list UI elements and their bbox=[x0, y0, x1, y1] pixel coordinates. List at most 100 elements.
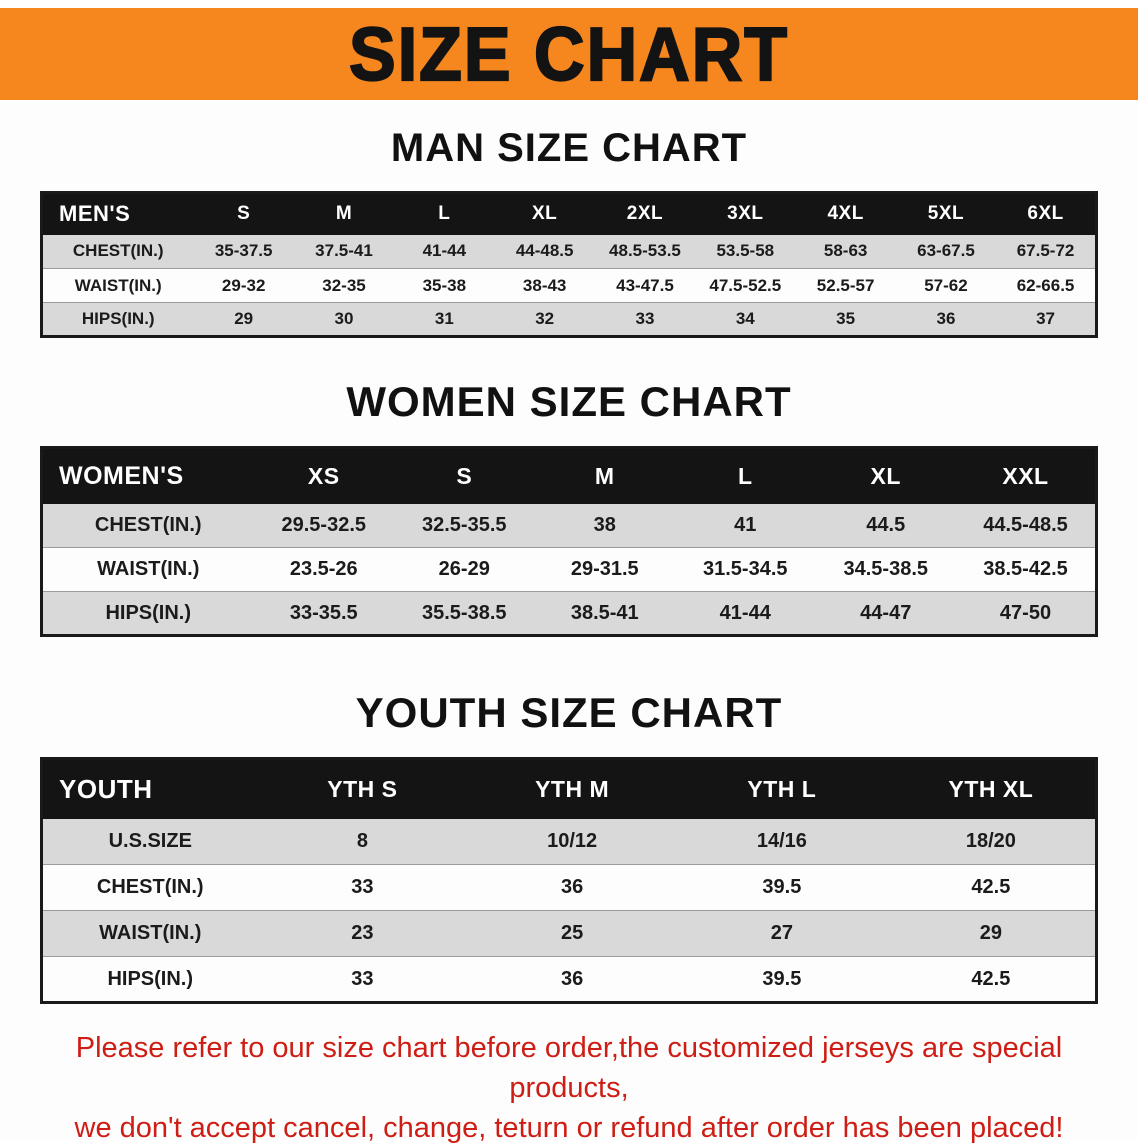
measurement-value-cell: 38.5-41 bbox=[534, 591, 675, 636]
measurement-value-cell: 62-66.5 bbox=[996, 268, 1097, 303]
measurement-value-cell: 34 bbox=[695, 302, 796, 337]
youth-section-heading: YOUTH SIZE CHART bbox=[355, 689, 783, 736]
size-header-cell: XS bbox=[253, 447, 394, 504]
size-header-cell: XXL bbox=[956, 447, 1097, 504]
table-row: WAIST(IN.) 23 25 27 29 bbox=[41, 910, 1097, 957]
measurement-value-cell: 35.5-38.5 bbox=[394, 591, 535, 636]
size-header-cell: M bbox=[534, 447, 675, 504]
men-section-heading: MAN SIZE CHART bbox=[390, 126, 748, 170]
size-header-cell: 4XL bbox=[795, 192, 896, 235]
size-header-cell: XL bbox=[815, 447, 956, 504]
measurement-value-cell: 53.5-58 bbox=[695, 234, 796, 269]
men-size-table: MEN'S S M L XL 2XL 3XL 4XL 5XL 6XL CHEST(IN.) 35-37… bbox=[40, 191, 1098, 338]
measurement-value-cell: 35 bbox=[795, 302, 896, 337]
measurement-value-cell: 29-32 bbox=[193, 268, 294, 303]
measurement-value-cell: 14/16 bbox=[677, 818, 887, 865]
measurement-label-cell: CHEST(IN.) bbox=[41, 234, 194, 269]
size-header-cell: L bbox=[394, 192, 495, 235]
measurement-label-cell: WAIST(IN.) bbox=[41, 268, 194, 303]
measurement-label-cell: WAIST(IN.) bbox=[41, 910, 258, 957]
measurement-label-cell: CHEST(IN.) bbox=[41, 864, 258, 911]
measurement-value-cell: 18/20 bbox=[886, 818, 1097, 865]
table-head: YOUTH YTH S YTH M YTH L YTH XL bbox=[41, 758, 1097, 819]
table-head: WOMEN'S XS S M L XL XXL bbox=[41, 447, 1097, 504]
measurement-value-cell: 30 bbox=[293, 302, 395, 337]
measurement-value-cell: 42.5 bbox=[886, 956, 1097, 1003]
table-row: HIPS(IN.) 33-35.5 35.5-38.5 38.5-41 41-44 44-… bbox=[41, 591, 1097, 636]
size-header-cell: YTH XL bbox=[886, 758, 1097, 819]
table-header-row: MEN'S S M L XL 2XL 3XL 4XL 5XL 6XL bbox=[41, 192, 1097, 235]
size-header-cell: 2XL bbox=[594, 192, 696, 235]
measurement-label-cell: CHEST(IN.) bbox=[41, 503, 254, 548]
measurement-value-cell: 33 bbox=[257, 864, 468, 911]
measurement-value-cell: 23.5-26 bbox=[253, 547, 394, 592]
measurement-value-cell: 47.5-52.5 bbox=[695, 268, 796, 303]
measurement-value-cell: 39.5 bbox=[677, 956, 887, 1003]
measurement-value-cell: 48.5-53.5 bbox=[594, 234, 696, 269]
table-header-row: WOMEN'S XS S M L XL XXL bbox=[41, 447, 1097, 504]
measurement-value-cell: 44-47 bbox=[815, 591, 956, 636]
measurement-value-cell: 58-63 bbox=[795, 234, 896, 269]
table-title-cell: MEN'S bbox=[41, 192, 194, 235]
measurement-value-cell: 29 bbox=[886, 910, 1097, 957]
measurement-label-cell: U.S.SIZE bbox=[41, 818, 258, 865]
measurement-label-cell: WAIST(IN.) bbox=[41, 547, 254, 592]
size-header-cell: M bbox=[293, 192, 395, 235]
measurement-value-cell: 37 bbox=[996, 302, 1097, 337]
women-size-section: WOMEN SIZE CHART WOMEN'S XS S M L XL XXL CHEST(… bbox=[0, 378, 1138, 637]
measurement-value-cell: 39.5 bbox=[677, 864, 887, 911]
disclaimer-line-1: Please refer to our size chart before or… bbox=[75, 1032, 1063, 1105]
table-head: MEN'S S M L XL 2XL 3XL 4XL 5XL 6XL bbox=[41, 192, 1097, 235]
youth-size-section: YOUTH SIZE CHART YOUTH YTH S YTH M YTH L YTH… bbox=[0, 689, 1138, 1004]
measurement-value-cell: 36 bbox=[467, 956, 677, 1003]
table-row: U.S.SIZE 8 10/12 14/16 18/20 bbox=[41, 818, 1097, 865]
measurement-value-cell: 37.5-41 bbox=[293, 234, 395, 269]
measurement-value-cell: 38-43 bbox=[494, 268, 595, 303]
measurement-value-cell: 36 bbox=[895, 302, 997, 337]
table-row: HIPS(IN.) 29 30 31 32 33 34 35 36 37 bbox=[41, 302, 1097, 337]
measurement-value-cell: 43-47.5 bbox=[594, 268, 696, 303]
measurement-value-cell: 35-37.5 bbox=[193, 234, 294, 269]
table-row: WAIST(IN.) 29-32 32-35 35-38 38-43 43-47.5 47.… bbox=[41, 268, 1097, 303]
table-body: CHEST(IN.) 29.5-32.5 32.5-35.5 38 41 44.5 44.5… bbox=[41, 503, 1097, 636]
table-title-cell: WOMEN'S bbox=[41, 447, 254, 504]
size-header-cell: L bbox=[675, 447, 816, 504]
measurement-value-cell: 32.5-35.5 bbox=[394, 503, 535, 548]
measurement-value-cell: 31 bbox=[394, 302, 495, 337]
table-row: WAIST(IN.) 23.5-26 26-29 29-31.5 31.5-34.5 34… bbox=[41, 547, 1097, 592]
measurement-value-cell: 23 bbox=[257, 910, 468, 957]
table-header-row: YOUTH YTH S YTH M YTH L YTH XL bbox=[41, 758, 1097, 819]
measurement-value-cell: 29.5-32.5 bbox=[253, 503, 394, 548]
size-header-cell: XL bbox=[494, 192, 595, 235]
table-row: HIPS(IN.) 33 36 39.5 42.5 bbox=[41, 956, 1097, 1003]
women-size-table: WOMEN'S XS S M L XL XXL CHEST(IN.) 29.5-32.5 32.5… bbox=[40, 446, 1098, 637]
men-size-section: MAN SIZE CHART MEN'S S M L XL 2XL 3XL 4XL 5XL 6XL… bbox=[0, 126, 1138, 338]
measurement-value-cell: 10/12 bbox=[467, 818, 677, 865]
measurement-value-cell: 34.5-38.5 bbox=[815, 547, 956, 592]
size-chart-page: SIZE CHART MAN SIZE CHART MEN'S S M L XL 2XL 3… bbox=[0, 8, 1138, 1144]
measurement-value-cell: 67.5-72 bbox=[996, 234, 1097, 269]
youth-size-table: YOUTH YTH S YTH M YTH L YTH XL U.S.SIZE 8 10/12… bbox=[40, 757, 1098, 1004]
banner: SIZE CHART bbox=[0, 8, 1138, 100]
measurement-value-cell: 44.5-48.5 bbox=[956, 503, 1097, 548]
table-row: CHEST(IN.) 29.5-32.5 32.5-35.5 38 41 44.5 44.5… bbox=[41, 503, 1097, 548]
table-title-cell: YOUTH bbox=[41, 758, 258, 819]
measurement-value-cell: 25 bbox=[467, 910, 677, 957]
measurement-value-cell: 38 bbox=[534, 503, 675, 548]
size-header-cell: YTH L bbox=[677, 758, 887, 819]
measurement-value-cell: 41-44 bbox=[675, 591, 816, 636]
measurement-value-cell: 31.5-34.5 bbox=[675, 547, 816, 592]
measurement-value-cell: 52.5-57 bbox=[795, 268, 896, 303]
measurement-label-cell: HIPS(IN.) bbox=[41, 956, 258, 1003]
measurement-value-cell: 35-38 bbox=[394, 268, 495, 303]
size-header-cell: YTH M bbox=[467, 758, 677, 819]
measurement-value-cell: 44-48.5 bbox=[494, 234, 595, 269]
measurement-value-cell: 38.5-42.5 bbox=[956, 547, 1097, 592]
measurement-value-cell: 29 bbox=[193, 302, 294, 337]
disclaimer-line-2: we don't accept cancel, change, teturn o… bbox=[74, 1112, 1064, 1145]
page-title: SIZE CHART bbox=[348, 11, 789, 97]
table-row: CHEST(IN.) 33 36 39.5 42.5 bbox=[41, 864, 1097, 911]
measurement-label-cell: HIPS(IN.) bbox=[41, 591, 254, 636]
table-body: CHEST(IN.) 35-37.5 37.5-41 41-44 44-48.5 48.5… bbox=[41, 234, 1097, 337]
measurement-label-cell: HIPS(IN.) bbox=[41, 302, 194, 337]
